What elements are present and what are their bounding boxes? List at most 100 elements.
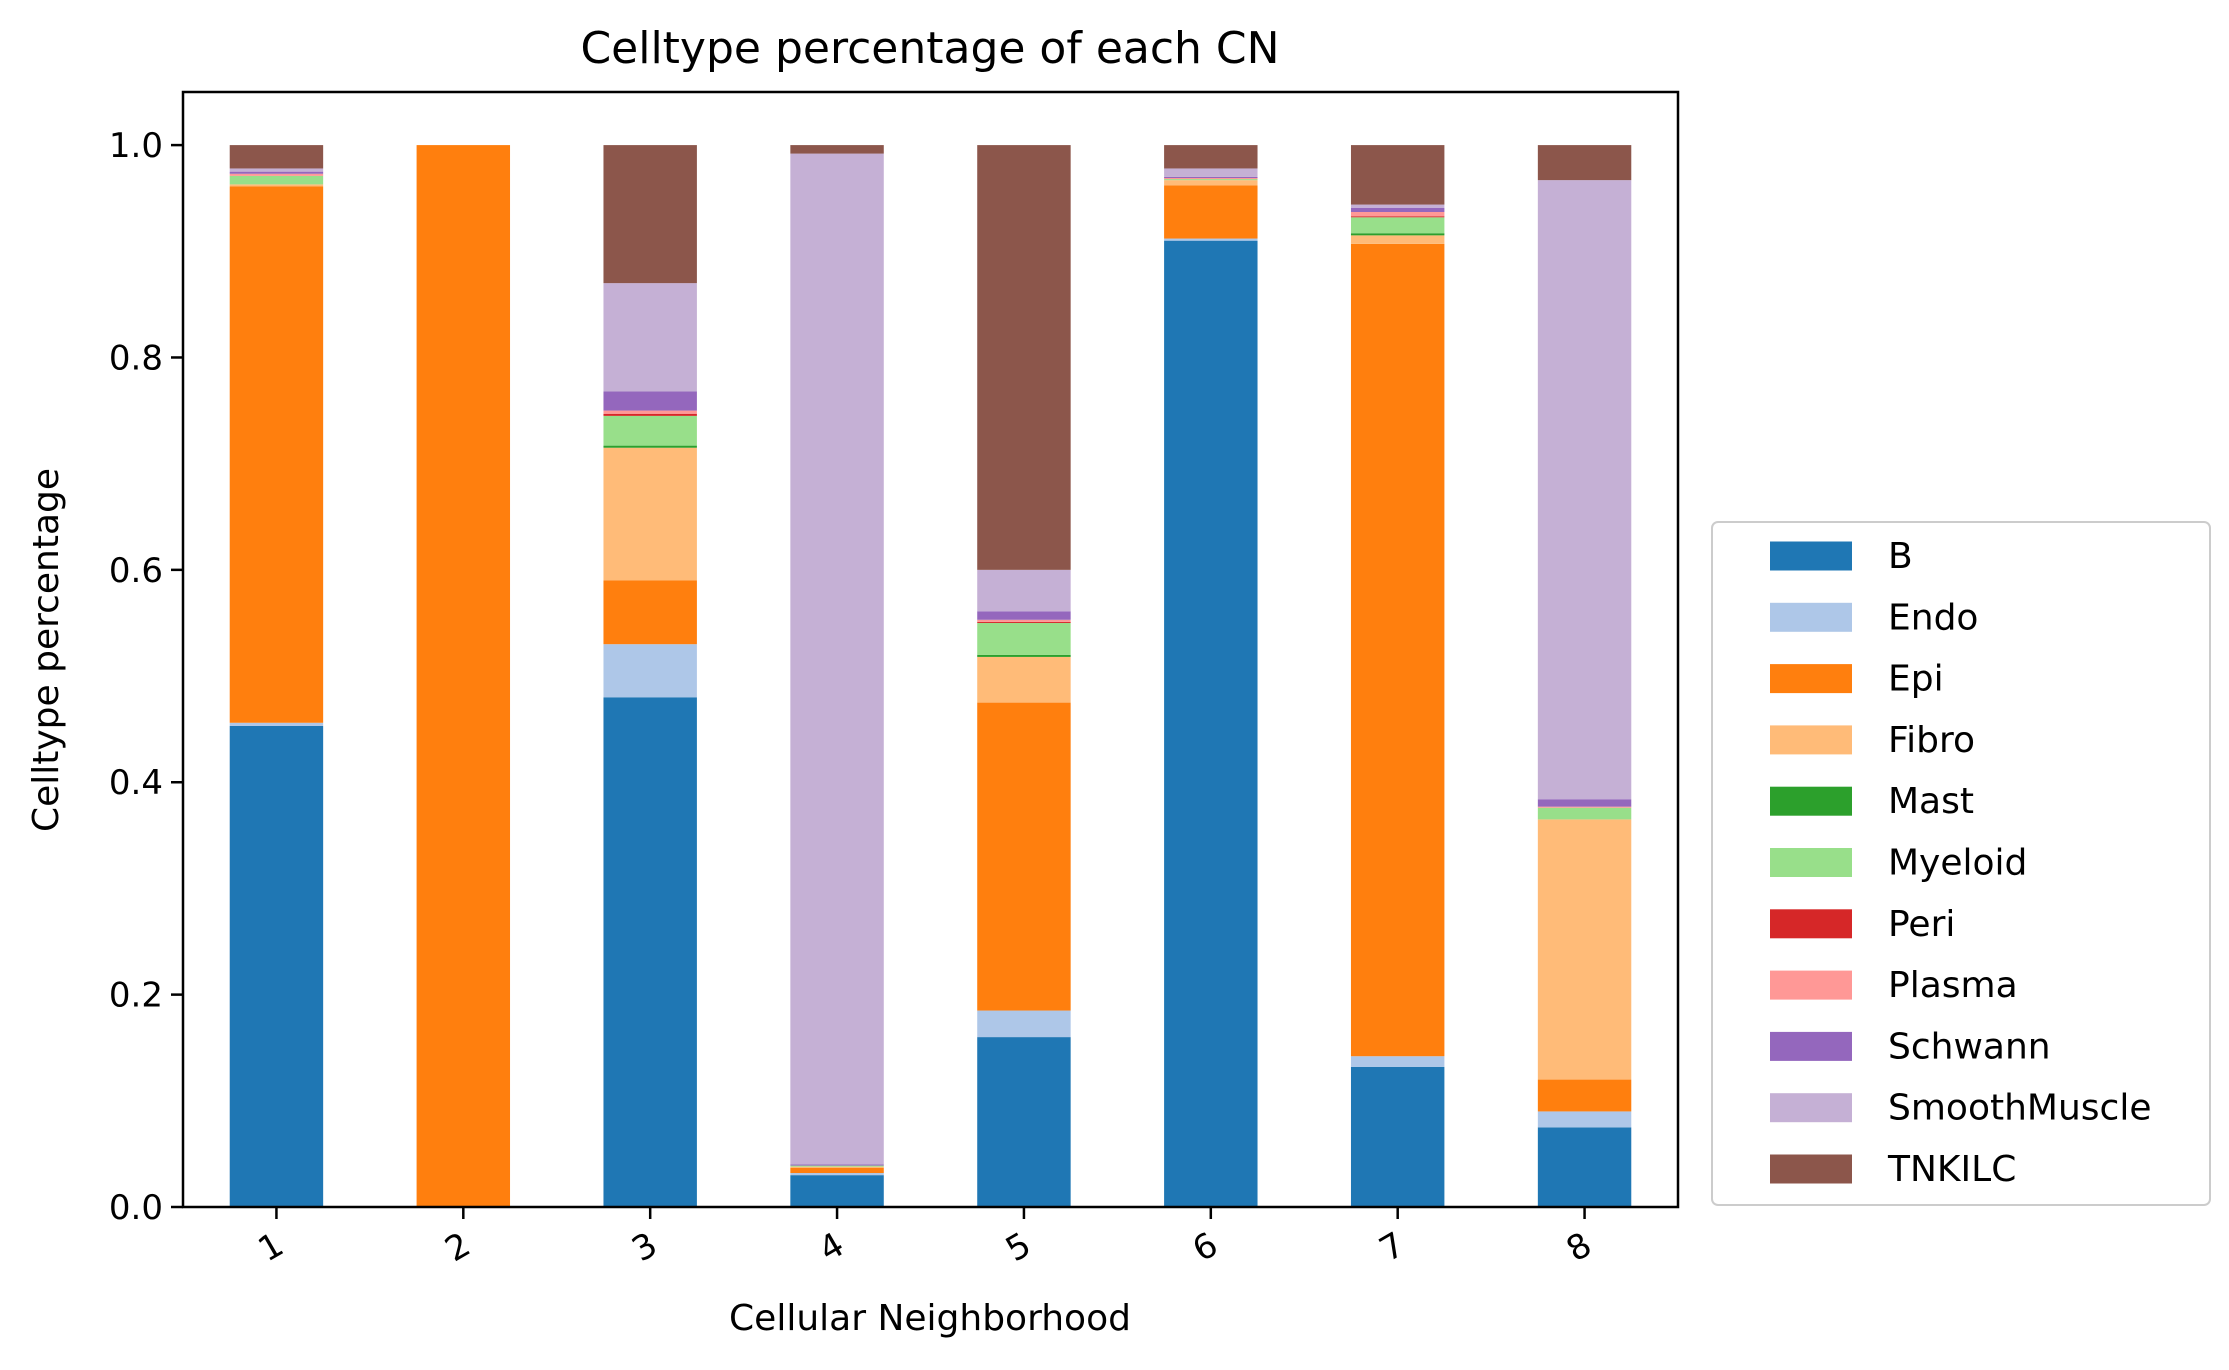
bar-segment-cn5-b (977, 1037, 1071, 1207)
bar-segment-cn7-endo (1350, 1056, 1445, 1067)
legend-swatch (1770, 1093, 1852, 1123)
bar-segment-cn6-smoothmuscle (1164, 168, 1258, 177)
bar-segment-cn7-mast (1350, 233, 1445, 236)
bar-segment-cn2-epi (416, 145, 511, 1208)
bar-segment-cn3-tnkilc (603, 145, 697, 284)
bar-segment-cn3-epi (603, 580, 697, 645)
bar-segment-cn5-plasma (977, 619, 1071, 622)
legend-item-peri: Peri (1770, 904, 1955, 945)
legend-label: Fibro (1888, 720, 1975, 761)
bar-segment-cn3-mast (603, 445, 697, 448)
bar-segment-cn3-schwann (603, 391, 697, 411)
legend-swatch (1770, 664, 1852, 694)
bar-segment-cn4-endo (790, 1173, 884, 1176)
bar-segment-cn6-plasma (1164, 178, 1258, 180)
legend-swatch (1770, 970, 1852, 1000)
bar-segment-cn1-plasma (229, 173, 324, 176)
bar-segment-cn5-schwann (977, 611, 1071, 620)
legend-label: B (1888, 536, 1913, 577)
bar-segment-cn4-smoothmuscle (790, 153, 884, 1165)
bar-segment-cn6-myeloid (1164, 179, 1258, 181)
legend-item-fibro: Fibro (1770, 720, 1975, 761)
bar-segment-cn3-myeloid (603, 415, 697, 446)
legend-swatch (1770, 786, 1852, 816)
bar-segment-cn7-myeloid (1350, 217, 1445, 234)
bar-segment-cn4-epi (790, 1167, 884, 1174)
bar-segment-cn8-smoothmuscle (1537, 180, 1632, 800)
bar-segment-cn5-epi (977, 702, 1071, 1011)
legend-label: TNKILC (1887, 1149, 2016, 1190)
y-axis: 0.0 0.2 0.4 0.6 0.8 1.0 (109, 126, 183, 1228)
bar-segment-cn6-epi (1164, 185, 1258, 239)
bar-segment-cn6-endo (1164, 238, 1258, 241)
bar-segment-cn8-schwann (1537, 799, 1632, 807)
legend-swatch (1770, 1154, 1852, 1184)
bar-segment-cn1-fibro (229, 184, 324, 187)
bar-segment-cn4-schwann (790, 1164, 884, 1166)
plot-frame (181, 90, 1680, 1209)
bar-segment-cn8-fibro (1537, 819, 1632, 1080)
legend-label: Epi (1888, 659, 1944, 700)
bar-segment-cn1-smoothmuscle (229, 168, 324, 172)
y-tick-label: 0.0 (109, 1188, 163, 1228)
legend-swatch (1770, 1031, 1852, 1061)
bar-segment-cn3-peri (603, 413, 697, 416)
bar-segment-cn6-b (1164, 240, 1258, 1207)
bar-segment-cn5-fibro (977, 656, 1071, 703)
legend-label: Myeloid (1888, 843, 2027, 884)
y-tick-label: 0.4 (109, 763, 163, 803)
bar-segment-cn5-peri (977, 621, 1071, 623)
legend-swatch (1770, 602, 1852, 632)
bar-segment-cn1-myeloid (229, 175, 324, 185)
legend-item-myeloid: Myeloid (1770, 843, 2027, 884)
legend-item-tnkilc: TNKILC (1770, 1149, 2016, 1190)
legend-item-endo: Endo (1770, 597, 1978, 638)
x-axis-label: Cellular Neighborhood (729, 1298, 1131, 1339)
y-tick-label: 0.8 (109, 338, 163, 378)
bar-segment-cn3-smoothmuscle (603, 283, 697, 392)
bar-segment-cn1-endo (229, 722, 324, 726)
y-tick-label: 1.0 (109, 126, 163, 166)
legend-label: Schwann (1888, 1026, 2051, 1067)
bar-segment-cn5-endo (977, 1010, 1071, 1038)
bar-segment-cn5-tnkilc (977, 145, 1071, 570)
bar-segment-cn8-endo (1537, 1111, 1632, 1128)
bar-segment-cn6-fibro (1164, 180, 1258, 186)
bar-segment-cn3-b (603, 697, 697, 1207)
legend-label: Mast (1888, 781, 1974, 822)
bar-segment-cn4-b (790, 1175, 884, 1207)
bar-segment-cn6-schwann (1164, 176, 1258, 179)
bar-segment-cn8-epi (1537, 1079, 1632, 1112)
bar-segment-cn1-epi (229, 186, 324, 723)
legend-label: Endo (1888, 597, 1978, 638)
bar-segment-cn7-fibro (1350, 235, 1445, 244)
bars-layer (229, 145, 1632, 1208)
bar-segment-cn5-smoothmuscle (977, 569, 1071, 612)
bar-segment-cn7-peri (1350, 216, 1445, 218)
bar-segment-cn7-plasma (1350, 211, 1445, 217)
bar-segment-cn4-fibro (790, 1166, 884, 1168)
bar-segment-cn1-schwann (229, 171, 324, 174)
legend-item-epi: Epi (1770, 659, 1944, 700)
y-tick-label: 0.2 (109, 976, 163, 1016)
legend-swatch (1770, 848, 1852, 877)
bar-segment-cn7-b (1350, 1066, 1445, 1207)
legend-item-smoothmuscle: SmoothMuscle (1770, 1088, 2151, 1129)
bar-segment-cn3-fibro (603, 447, 697, 581)
y-tick-label: 0.6 (109, 551, 163, 591)
bar-segment-cn8-b (1537, 1127, 1632, 1207)
bar-segment-cn8-myeloid (1537, 807, 1632, 820)
bar-segment-cn7-epi (1350, 243, 1445, 1057)
bar-segment-cn3-endo (603, 644, 697, 698)
bar-segment-cn1-tnkilc (229, 145, 324, 169)
bar-segment-cn3-plasma (603, 410, 697, 414)
chart-title: Celltype percentage of each CN (580, 23, 1279, 74)
bar-segment-cn5-mast (977, 654, 1071, 657)
bar-segment-cn7-tnkilc (1350, 145, 1445, 205)
legend-item-plasma: Plasma (1770, 965, 2018, 1006)
bar-segment-cn7-smoothmuscle (1350, 204, 1445, 208)
bar-segment-cn4-myeloid (790, 1165, 884, 1167)
bar-segment-cn6-tnkilc (1164, 145, 1258, 169)
